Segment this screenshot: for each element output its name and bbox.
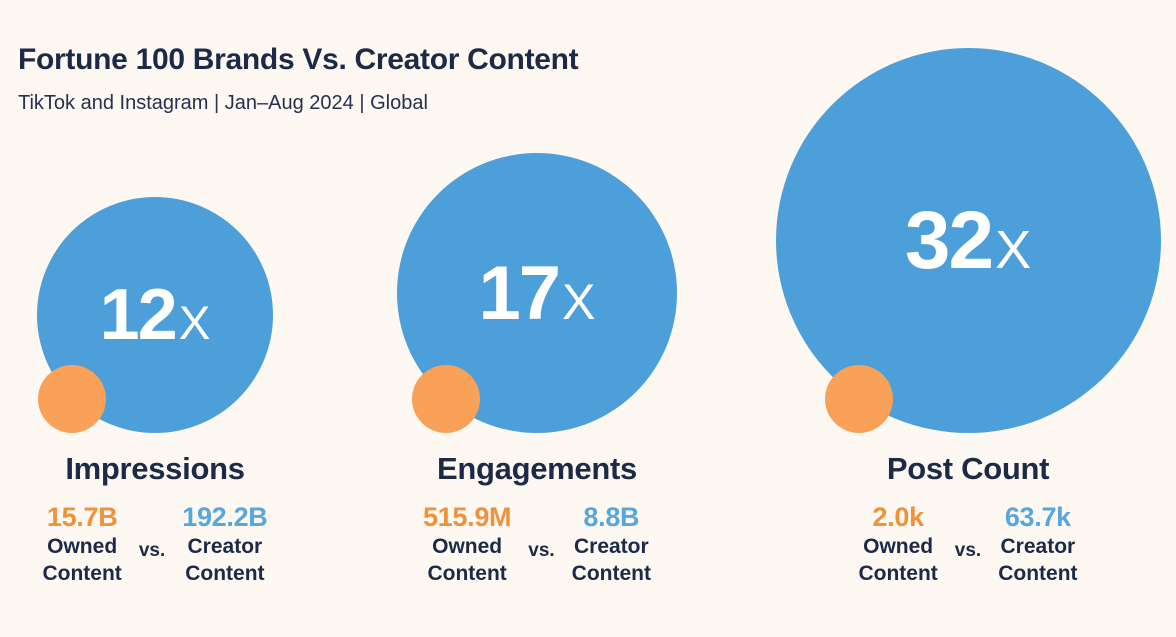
creator-stat: 63.7k Creator Content [998, 501, 1077, 587]
metric-column-impressions: 12 x Impressions 15.7B Owned Content vs. … [20, 50, 290, 587]
creator-label-line2: Content [571, 562, 651, 585]
multiplier-suffix: x [178, 297, 211, 350]
creator-value: 192.2B [182, 502, 268, 532]
owned-label-line2: Content [427, 562, 507, 585]
creator-value: 63.7k [1004, 502, 1071, 532]
owned-label-line1: Owned [432, 535, 503, 558]
creator-stat: 192.2B Creator Content [182, 501, 268, 587]
metric-label: Post Count [886, 451, 1050, 486]
vs-label: vs. [528, 540, 555, 561]
owned-label-line2: Content [42, 562, 122, 585]
multiplier-value: 17 [478, 250, 561, 336]
multiplier-value: 32 [904, 194, 994, 286]
chart-title: Fortune 100 Brands Vs. Creator Content [18, 43, 579, 76]
creator-label-line2: Content [998, 562, 1078, 585]
chart-subtitle: TikTok and Instagram | Jan–Aug 2024 | Gl… [18, 92, 428, 114]
vs-label: vs. [138, 540, 166, 561]
multiplier-suffix: x [995, 219, 1032, 280]
creator-label-line2: Content [185, 562, 265, 585]
creator-stat: 8.8B Creator Content [572, 501, 651, 587]
owned-value: 15.7B [46, 502, 118, 532]
creator-label-line1: Creator [573, 535, 649, 558]
stats-row: 2.0k Owned Content vs. 63.7k Creator Con… [858, 501, 1077, 587]
multiplier: 17 x [478, 250, 595, 337]
owned-stat: 515.9M Owned Content [422, 501, 512, 587]
owned-value: 2.0k [872, 502, 924, 532]
vs-label: vs. [954, 540, 982, 561]
creator-value: 8.8B [583, 502, 640, 532]
owned-label-line1: Owned [47, 535, 118, 558]
metric-label: Impressions [65, 451, 245, 486]
creator-label-line1: Creator [1000, 535, 1076, 558]
metric-label: Engagements [437, 451, 637, 486]
metric-column-engagements: 17 x Engagements 515.9M Owned Content vs.… [390, 50, 684, 587]
multiplier-suffix: x [562, 273, 596, 330]
bubble-stage: 32 x [775, 48, 1161, 433]
multiplier: 32 x [905, 194, 1031, 288]
multiplier: 12 x [100, 274, 211, 356]
owned-stat: 15.7B Owned Content [42, 501, 121, 587]
bubble-stage: 12 x [20, 50, 290, 433]
multiplier-value: 12 [99, 275, 178, 355]
creator-bubble: 32 x [775, 48, 1161, 433]
stats-row: 515.9M Owned Content vs. 8.8B Creator Co… [423, 501, 651, 587]
owned-stat: 2.0k Owned Content [858, 501, 937, 587]
owned-bubble [38, 365, 107, 433]
owned-bubble [411, 365, 480, 433]
owned-bubble [824, 365, 893, 433]
chart-header: Fortune 100 Brands Vs. Creator Content T… [18, 42, 579, 115]
stats-row: 15.7B Owned Content vs. 192.2B Creator C… [42, 501, 267, 587]
owned-label-line1: Owned [863, 535, 934, 558]
creator-label-line1: Creator [187, 535, 263, 558]
owned-value: 515.9M [422, 502, 512, 532]
bubble-stage: 17 x [390, 50, 684, 433]
metric-column-post-count: 32 x Post Count 2.0k Owned Content vs. 63… [775, 48, 1161, 587]
owned-label-line2: Content [858, 562, 938, 585]
